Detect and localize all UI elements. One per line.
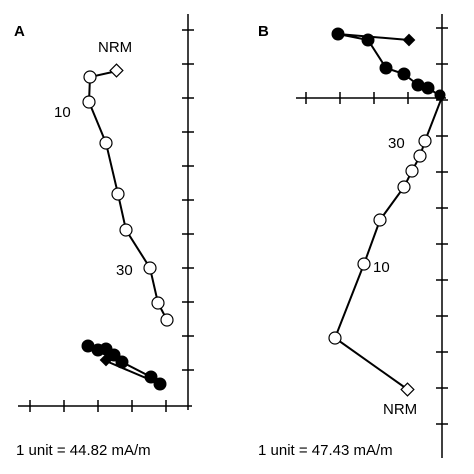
panel-a-vertical-point bbox=[160, 313, 174, 327]
panel-a-vertical-point bbox=[119, 223, 133, 237]
panel-b-horizontal-point bbox=[397, 67, 411, 81]
panel-b-vertical-point bbox=[405, 164, 419, 178]
panel-a-horizontal-point bbox=[144, 370, 158, 384]
panel-b-horizontal-point bbox=[421, 81, 435, 95]
panel-a-horizontal-point bbox=[115, 355, 129, 369]
panel-b-horizontal-ticks bbox=[305, 92, 409, 104]
panel-b-vertical-point bbox=[357, 257, 371, 271]
panel-b-vertical-point bbox=[373, 213, 387, 227]
panel-a-horizontal-point bbox=[153, 377, 167, 391]
panel-b: B bbox=[258, 14, 448, 459]
panel-a-axes bbox=[18, 14, 194, 412]
panel-b-letter: B bbox=[258, 23, 269, 40]
panel-b-vertical-point bbox=[397, 180, 411, 194]
panel-a-step-label: 10 bbox=[54, 104, 71, 121]
panel-a-letter: A bbox=[14, 23, 25, 40]
panel-b-closed-points bbox=[331, 27, 446, 101]
panel-b-axes bbox=[296, 14, 448, 458]
panel-a-vertical-point bbox=[99, 136, 113, 150]
panel-b-vertical-point bbox=[413, 149, 427, 163]
panel-a: A bbox=[14, 14, 194, 459]
panel-a-vertical-path bbox=[87, 70, 168, 321]
panel-a-vertical-point bbox=[83, 70, 97, 84]
panel-a-caption: 1 unit = 44.82 mA/m bbox=[16, 442, 151, 459]
panel-a-vertical-ticks bbox=[182, 29, 194, 371]
panel-a-horizontal-ticks bbox=[29, 400, 167, 412]
panel-b-horizontal-point bbox=[434, 89, 446, 101]
panel-a-vertical-point bbox=[143, 261, 157, 275]
panel-a-vertical-point bbox=[82, 95, 96, 109]
panel-b-step-label: 10 bbox=[373, 259, 390, 276]
panel-a-vertical-point bbox=[151, 296, 165, 310]
panel-a-open-points bbox=[82, 63, 174, 327]
panel-b-horizontal-point bbox=[331, 27, 345, 41]
panel-a-step-label: 30 bbox=[116, 262, 133, 279]
panel-b-horizontal-nrm-diamond-icon bbox=[402, 33, 416, 47]
panel-b-vertical-point bbox=[418, 134, 432, 148]
panel-a-vertical-point bbox=[111, 187, 125, 201]
panel-a-nrm-label: NRM bbox=[98, 39, 132, 56]
panel-b-step-label: 30 bbox=[388, 135, 405, 152]
panel-a-horizontal-nrm-diamond-icon bbox=[99, 353, 113, 367]
panel-b-open-points bbox=[328, 134, 432, 397]
panel-b-nrm-label: NRM bbox=[383, 401, 417, 418]
panel-a-closed-points bbox=[81, 339, 167, 391]
panel-b-caption: 1 unit = 47.43 mA/m bbox=[258, 442, 393, 459]
panel-a-nrm-diamond-icon bbox=[109, 63, 124, 78]
panel-b-horizontal-point bbox=[361, 33, 375, 47]
panel-b-nrm-diamond-icon bbox=[400, 382, 415, 397]
panel-b-vertical-point bbox=[328, 331, 342, 345]
panel-b-horizontal-point bbox=[379, 61, 393, 75]
